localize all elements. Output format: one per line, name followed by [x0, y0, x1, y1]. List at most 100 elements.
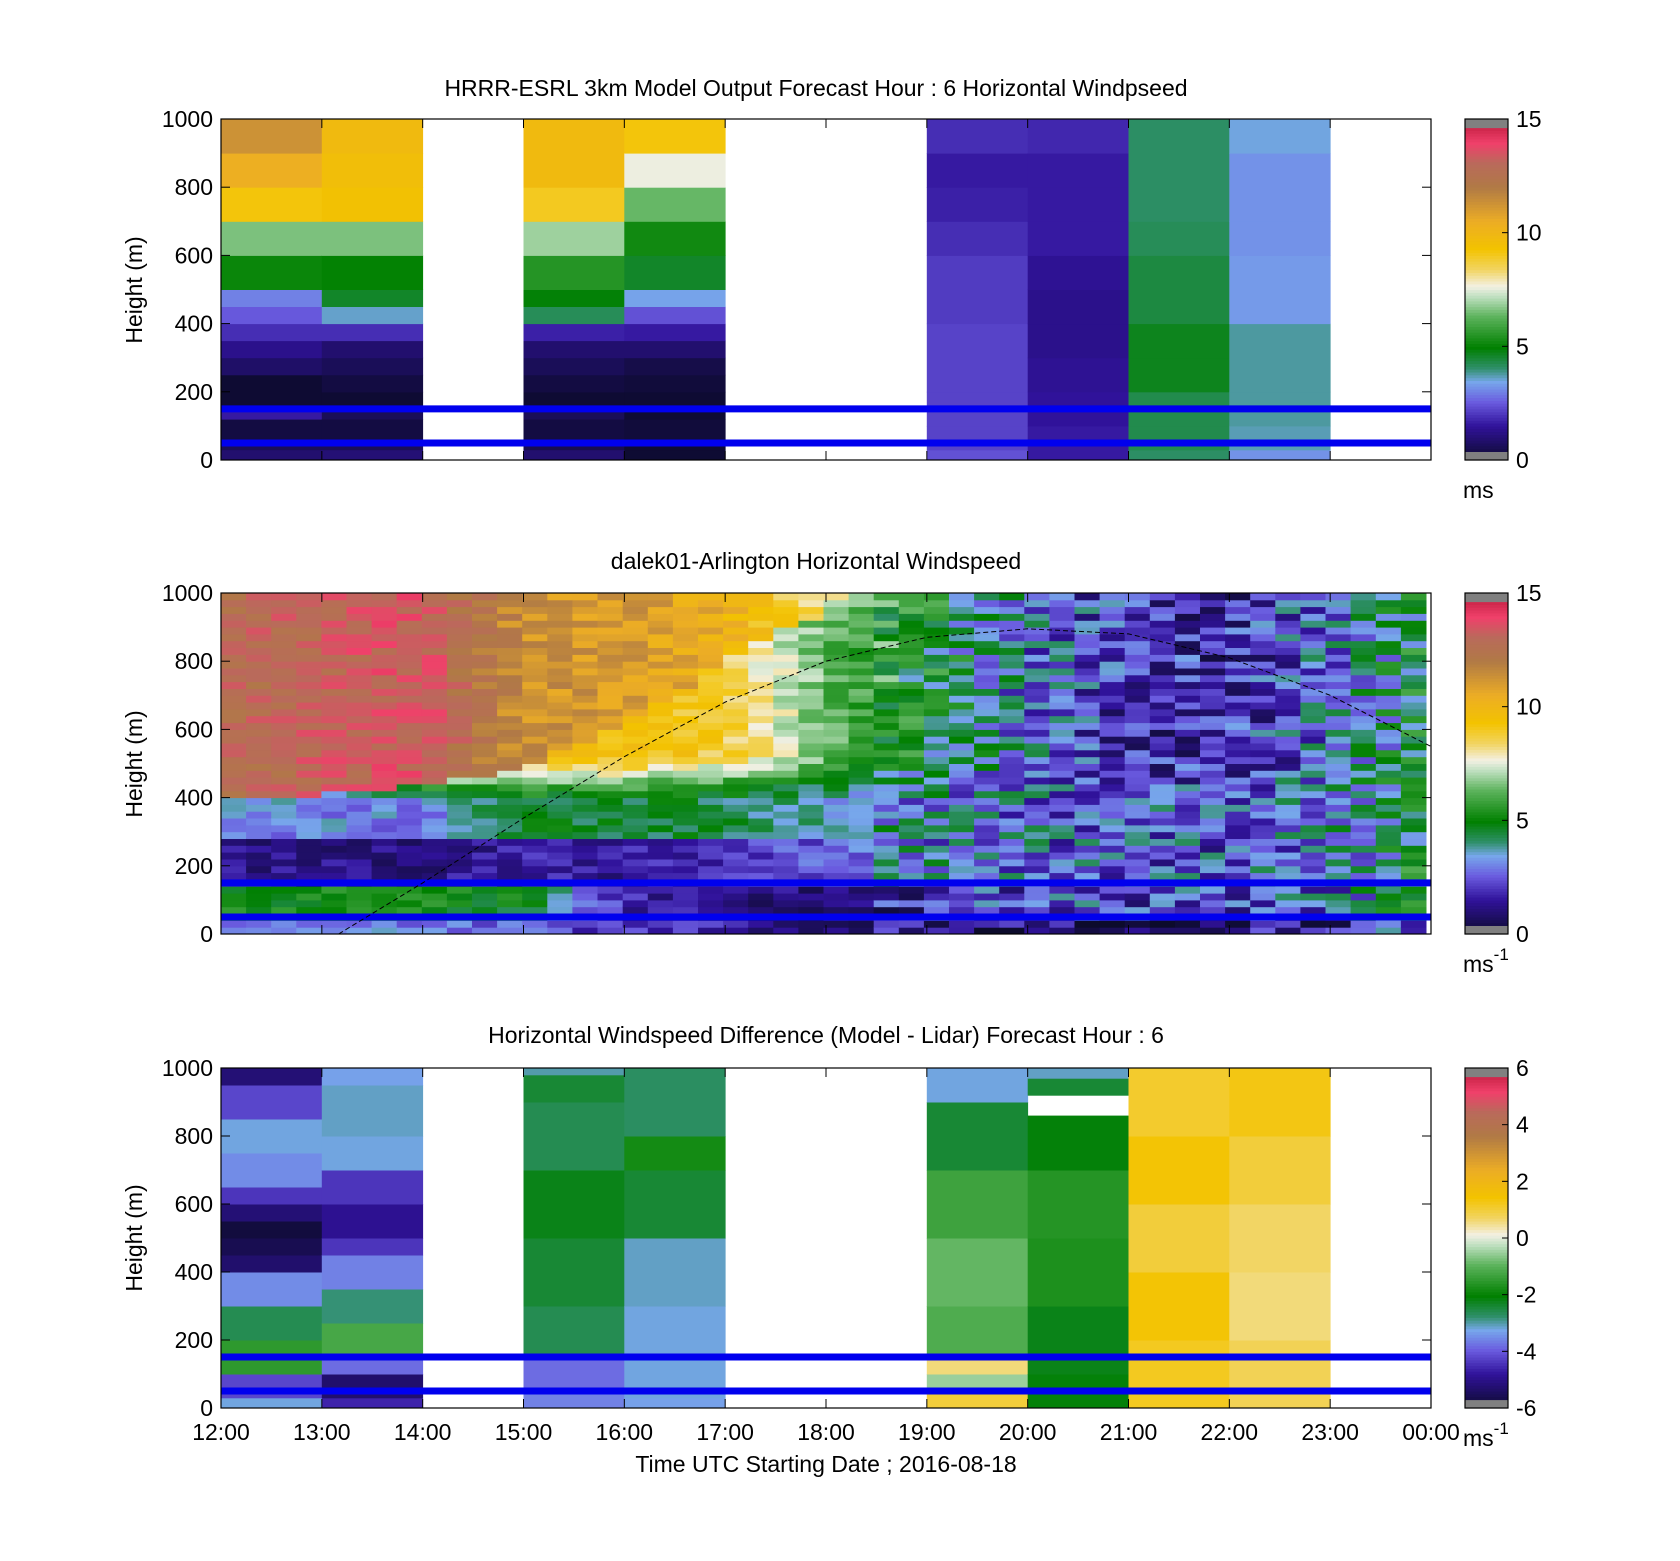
heatmap-cell — [497, 859, 523, 867]
colorbar-segment — [1465, 675, 1508, 679]
heatmap-cell — [446, 763, 473, 771]
heatmap-cell — [1325, 640, 1352, 648]
heatmap-cell — [622, 647, 649, 655]
heatmap-cell — [271, 647, 297, 655]
heatmap-cell — [1099, 845, 1126, 853]
heatmap-cell — [1225, 886, 1251, 894]
heatmap-cell — [547, 722, 573, 730]
heatmap-cell — [923, 804, 950, 812]
heatmap-cell — [497, 818, 523, 826]
heatmap-cell — [1350, 811, 1377, 819]
heatmap-cell — [221, 1119, 323, 1154]
heatmap-cell — [1225, 920, 1251, 928]
heatmap-cell — [371, 818, 398, 826]
heatmap-cell — [723, 824, 749, 833]
heatmap-cell — [622, 640, 649, 648]
colorbar-segment — [1465, 1396, 1508, 1401]
heatmap-cell — [647, 681, 674, 689]
heatmap-cell — [1400, 702, 1427, 710]
heatmap-cell — [1225, 763, 1251, 771]
y-tick-label: 1000 — [162, 580, 213, 606]
colorbar-segment — [1465, 320, 1508, 325]
colorbar-segment — [1465, 408, 1508, 413]
heatmap-cell — [1124, 756, 1151, 764]
heatmap-cell — [624, 1136, 726, 1171]
colorbar-segment — [1465, 1147, 1508, 1151]
heatmap-cell — [923, 647, 950, 655]
heatmap-cell — [1300, 627, 1326, 635]
heatmap-cell — [1300, 845, 1326, 853]
colorbar-tick-label: 2 — [1516, 1168, 1529, 1194]
heatmap-cell — [974, 811, 1000, 819]
heatmap-cell — [421, 674, 448, 683]
heatmap-cell — [321, 777, 347, 785]
heatmap-cell — [472, 756, 498, 764]
heatmap-cell — [624, 1306, 726, 1358]
heatmap-cell — [873, 886, 900, 894]
heatmap-cell — [1325, 606, 1352, 614]
heatmap-cell — [773, 688, 799, 696]
heatmap-cell — [672, 831, 699, 839]
heatmap-cell — [221, 620, 247, 628]
colorbar-segment — [1465, 121, 1508, 126]
heatmap-cell — [522, 647, 548, 655]
heatmap-cell — [1174, 906, 1201, 914]
heatmap-cell — [1225, 872, 1251, 880]
heatmap-cell — [723, 859, 749, 867]
heatmap-cell — [999, 906, 1025, 914]
heatmap-cell — [748, 852, 774, 860]
heatmap-cell — [321, 818, 347, 826]
heatmap-cell — [723, 845, 749, 853]
heatmap-cell — [1250, 831, 1276, 839]
heatmap-cell — [798, 838, 824, 846]
colorbar-segment — [1465, 837, 1508, 841]
heatmap-cell — [798, 790, 824, 799]
heatmap-cell — [296, 865, 322, 874]
heatmap-cell — [1300, 818, 1326, 826]
colorbar-segment — [1465, 215, 1508, 219]
x-tick-label: 14:00 — [394, 1419, 452, 1445]
heatmap-cell — [999, 865, 1025, 874]
heatmap-cell — [1400, 824, 1427, 833]
heatmap-cell — [823, 886, 850, 894]
heatmap-cell — [898, 729, 925, 737]
heatmap-cell — [1149, 708, 1176, 717]
heatmap-cell — [572, 886, 598, 894]
heatmap-cell — [1225, 906, 1251, 914]
heatmap-cell — [597, 606, 624, 614]
heatmap-cell — [597, 749, 624, 758]
heatmap-cell — [974, 695, 1000, 703]
heatmap-cell — [497, 790, 523, 799]
heatmap-cell — [873, 654, 900, 662]
heatmap-cell — [999, 824, 1025, 833]
colorbar-segment — [1465, 1255, 1508, 1259]
heatmap-cell — [1350, 920, 1377, 928]
heatmap-cell — [923, 845, 950, 853]
heatmap-cell — [346, 593, 373, 601]
heatmap-cell — [622, 899, 649, 908]
heatmap-cell — [1300, 620, 1326, 628]
heatmap-cell — [1350, 749, 1377, 758]
heatmap-cell — [296, 729, 322, 737]
heatmap-cell — [923, 599, 950, 608]
heatmap-cell — [848, 824, 875, 833]
heatmap-cell — [999, 852, 1025, 860]
heatmap-cell — [949, 838, 975, 846]
heatmap-cell — [246, 804, 272, 812]
heatmap-cell — [898, 797, 925, 805]
heatmap-cell — [1325, 654, 1352, 662]
colorbar-segment — [1465, 607, 1508, 611]
colorbar-segment — [1465, 757, 1508, 762]
heatmap-cell — [1350, 599, 1377, 608]
heatmap-cell — [898, 620, 925, 628]
heatmap-cell — [1225, 702, 1251, 710]
heatmap-cell — [624, 391, 726, 410]
colorbar-segment — [1465, 263, 1508, 268]
heatmap-cell — [1174, 688, 1201, 696]
heatmap-cell — [321, 187, 424, 222]
heatmap-cell — [296, 927, 322, 935]
heatmap-cell — [1200, 770, 1226, 778]
colorbar-segment — [1465, 797, 1508, 801]
heatmap-cell — [1149, 599, 1176, 608]
heatmap-cell — [723, 893, 749, 901]
